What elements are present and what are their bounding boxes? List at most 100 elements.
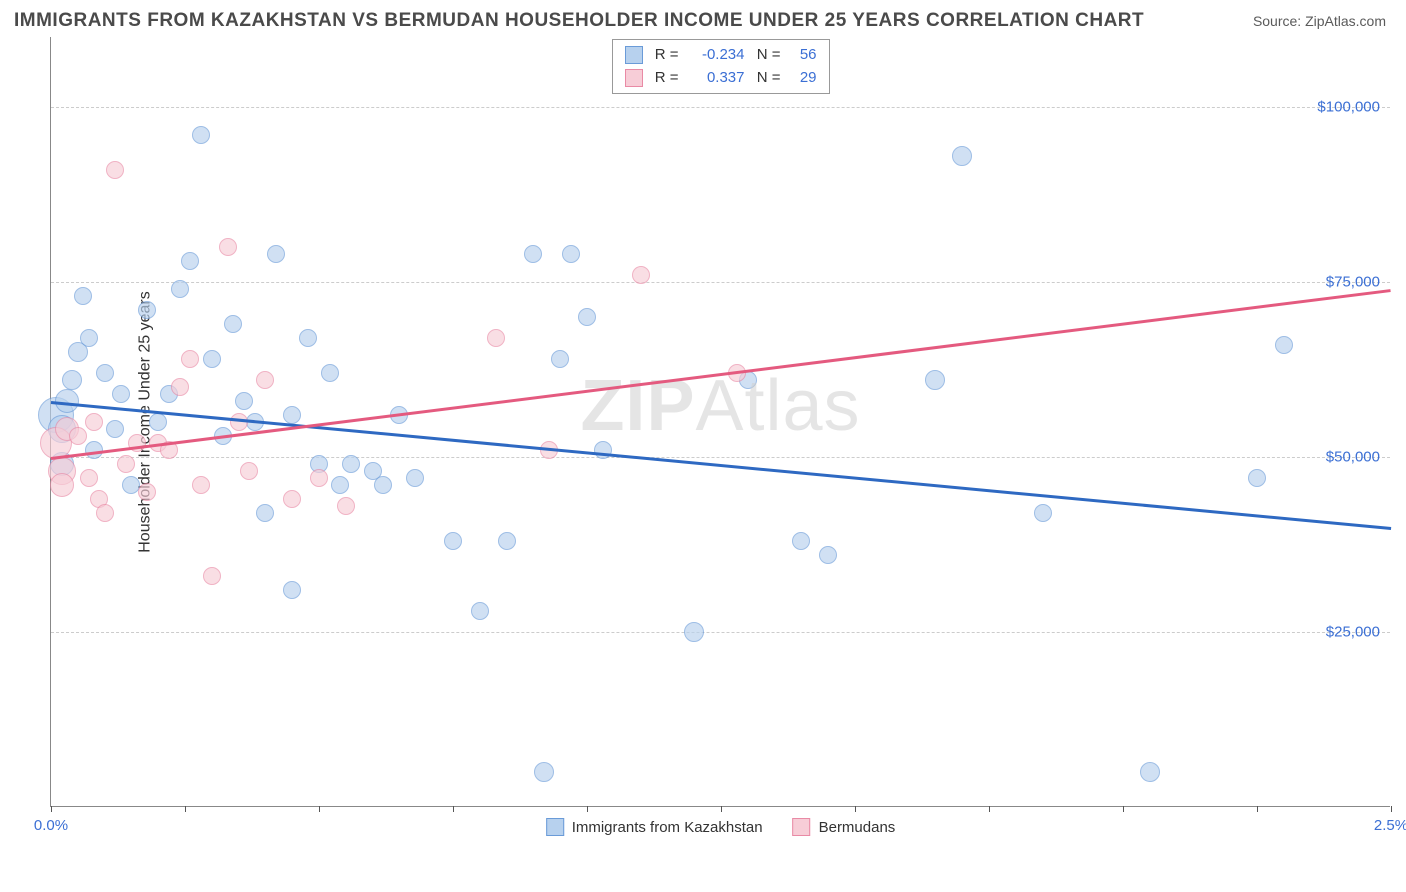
legend-swatch [546,818,564,836]
data-point [235,392,253,410]
data-point [74,287,92,305]
data-point [819,546,837,564]
y-tick-label: $25,000 [1326,624,1380,641]
legend-label: Immigrants from Kazakhstan [572,819,763,836]
data-point [203,567,221,585]
x-tick [855,806,856,812]
data-point [562,245,580,263]
data-point [684,622,704,642]
gridline [51,107,1390,108]
data-point [181,252,199,270]
n-label: N = [751,67,781,90]
data-point [524,245,542,263]
r-value: 0.337 [685,67,745,90]
data-point [62,370,82,390]
x-tick-label: 0.0% [34,817,68,834]
data-point [299,329,317,347]
legend-label: Bermudans [819,819,896,836]
data-point [240,462,258,480]
x-tick [319,806,320,812]
data-point [96,364,114,382]
data-point [149,413,167,431]
data-point [1140,762,1160,782]
y-tick-label: $75,000 [1326,274,1380,291]
data-point [192,126,210,144]
r-value: -0.234 [685,44,745,67]
data-point [632,266,650,284]
legend-row: R = 0.337 N = 29 [625,67,817,90]
n-value: 29 [787,67,817,90]
data-point [224,315,242,333]
data-point [1248,469,1266,487]
source-attribution: Source: ZipAtlas.com [1253,13,1386,29]
data-point [444,532,462,550]
data-point [96,504,114,522]
data-point [578,308,596,326]
gridline [51,457,1390,458]
y-tick-label: $100,000 [1317,99,1380,116]
source-link[interactable]: ZipAtlas.com [1305,13,1386,29]
legend-swatch [625,46,643,64]
chart-title: IMMIGRANTS FROM KAZAKHSTAN VS BERMUDAN H… [14,10,1144,32]
data-point [171,378,189,396]
data-point [471,602,489,620]
gridline [51,282,1390,283]
data-point [203,350,221,368]
data-point [106,420,124,438]
data-point [321,364,339,382]
scatter-plot: ZIPAtlas $25,000 $50,000 $75,000 $100,000 0.… [50,37,1390,807]
data-point [406,469,424,487]
x-tick [721,806,722,812]
x-tick [51,806,52,812]
chart-header: IMMIGRANTS FROM KAZAKHSTAN VS BERMUDAN H… [0,0,1406,37]
data-point [85,413,103,431]
data-point [267,245,285,263]
data-point [256,371,274,389]
gridline [51,632,1390,633]
x-tick [989,806,990,812]
n-label: N = [751,44,781,67]
legend-item: Immigrants from Kazakhstan [546,818,763,836]
r-label: R = [649,44,679,67]
r-label: R = [649,67,679,90]
data-point [283,490,301,508]
data-point [171,280,189,298]
data-point [1034,504,1052,522]
data-point [952,146,972,166]
y-tick-label: $50,000 [1326,449,1380,466]
data-point [230,413,248,431]
x-tick [587,806,588,812]
data-point [80,469,98,487]
series-legend: Immigrants from Kazakhstan Bermudans [546,818,896,836]
data-point [310,469,328,487]
x-tick [1391,806,1392,812]
data-point [337,497,355,515]
data-point [256,504,274,522]
source-prefix: Source: [1253,13,1305,29]
data-point [331,476,349,494]
data-point [283,406,301,424]
data-point [1275,336,1293,354]
chart-container: Householder Income Under 25 years ZIPAtl… [50,37,1396,807]
legend-row: R = -0.234 N = 56 [625,44,817,67]
legend-item: Bermudans [793,818,896,836]
data-point [138,301,156,319]
data-point [219,238,237,256]
data-point [925,370,945,390]
data-point [138,483,156,501]
n-value: 56 [787,44,817,67]
data-point [181,350,199,368]
data-point [792,532,810,550]
data-point [342,455,360,473]
data-point [594,441,612,459]
legend-swatch [625,69,643,87]
x-tick [1123,806,1124,812]
data-point [80,329,98,347]
x-tick [185,806,186,812]
x-tick [453,806,454,812]
watermark: ZIPAtlas [580,365,860,447]
legend-swatch [793,818,811,836]
data-point [106,161,124,179]
data-point [283,581,301,599]
data-point [498,532,516,550]
